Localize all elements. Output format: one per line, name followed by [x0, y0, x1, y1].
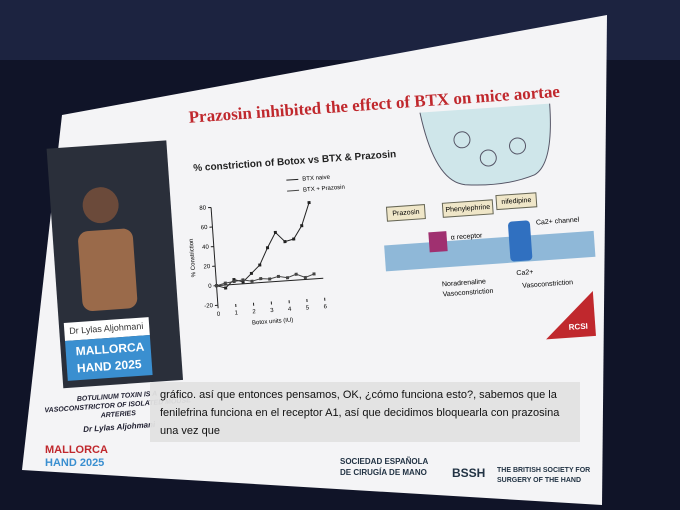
x-tick-label: 1 — [234, 310, 238, 316]
point — [224, 286, 228, 290]
vesicle — [453, 131, 471, 149]
speaker-body — [78, 228, 138, 311]
ca-channel-shape — [508, 220, 533, 262]
speaker-head — [82, 187, 119, 224]
diagram-label: Prazosin — [392, 209, 420, 218]
membrane — [384, 230, 596, 272]
point — [249, 271, 254, 276]
zero-line — [216, 277, 324, 287]
subtitle-line: una vez que — [160, 425, 220, 437]
point — [241, 278, 245, 282]
point — [232, 279, 236, 284]
x-tick-label: 2 — [252, 309, 256, 315]
legend-label: BTX naive — [302, 175, 331, 183]
y-tick-label: 0 — [208, 284, 212, 290]
y-tick-label: 80 — [199, 205, 207, 211]
diagram-label: Vasoconstriction — [442, 288, 493, 299]
label-box — [385, 204, 426, 222]
point — [265, 246, 270, 250]
point — [273, 230, 277, 235]
subtitle-line: fenilefrina funciona en el receptor A1, … — [160, 407, 560, 419]
society-name: SURGERY OF THE HAND — [497, 477, 581, 484]
x-tick-label: 0 — [217, 312, 221, 318]
society-name: THE BRITISH SOCIETY FOR — [497, 467, 590, 474]
point — [276, 274, 281, 279]
label-box — [495, 192, 538, 211]
point — [259, 277, 263, 281]
x-tick-label: 6 — [323, 304, 327, 310]
y-axis-label: % Constriction — [189, 238, 198, 277]
event-plate — [65, 335, 153, 381]
y-tick-label: -20 — [204, 303, 214, 310]
footer-event: HAND 2025 — [45, 457, 104, 469]
talk-title: ARTERIES — [99, 410, 136, 420]
x-axis-label: Botox units (IU) — [252, 318, 294, 327]
vesicle-terminal — [419, 103, 551, 186]
subtitle-box — [150, 382, 580, 442]
diagram-label: Ca2+ — [516, 269, 533, 277]
point — [223, 281, 227, 285]
y-axis — [210, 207, 219, 306]
logo-corner — [546, 291, 596, 340]
diagram-label: Ca2+ channel — [536, 217, 580, 227]
diagram-label: Noradrenaline — [442, 278, 486, 288]
point — [285, 276, 290, 280]
x-tick-label: 4 — [288, 307, 292, 313]
diagram-label: Vasoconstriction — [522, 279, 573, 290]
legend-swatch — [286, 178, 299, 181]
footer-event: MALLORCA — [45, 444, 108, 456]
vesicle — [509, 137, 527, 155]
point — [312, 272, 316, 276]
vesicle — [479, 149, 497, 167]
point — [294, 272, 298, 276]
y-tick-label: 60 — [201, 225, 209, 231]
point — [292, 237, 296, 241]
diagram-label: Phenylephrine — [445, 204, 490, 214]
alpha-receptor-shape — [428, 231, 448, 253]
point — [300, 224, 304, 228]
society-short: BSSH — [452, 466, 485, 480]
point — [303, 275, 307, 280]
society-name: SOCIEDAD ESPAÑOLA — [340, 457, 429, 466]
y-tick-label: 40 — [202, 244, 210, 250]
name-plate — [63, 317, 150, 341]
y-tick-label: 20 — [203, 264, 211, 270]
subtitle-line: gráfico. así que entonces pensamos, OK, … — [160, 389, 558, 401]
x-tick-label: 5 — [306, 305, 310, 311]
point — [307, 200, 311, 205]
point — [258, 263, 262, 267]
point — [268, 277, 272, 281]
logo: RCSI — [568, 322, 588, 332]
diagram-label: α receptor — [451, 232, 484, 241]
legend-swatch — [287, 189, 300, 192]
point — [214, 284, 219, 288]
x-tick-label: 3 — [270, 308, 274, 314]
label-box — [441, 199, 494, 218]
society-name: DE CIRUGÍA DE MANO — [340, 468, 427, 477]
event-line: HAND 2025 — [76, 357, 142, 376]
legend-label: BTX + Prazosin — [303, 185, 345, 194]
diagram-label: nifedipine — [501, 197, 531, 206]
event-line: MALLORCA — [75, 340, 145, 359]
point — [250, 279, 254, 283]
point — [283, 239, 287, 244]
